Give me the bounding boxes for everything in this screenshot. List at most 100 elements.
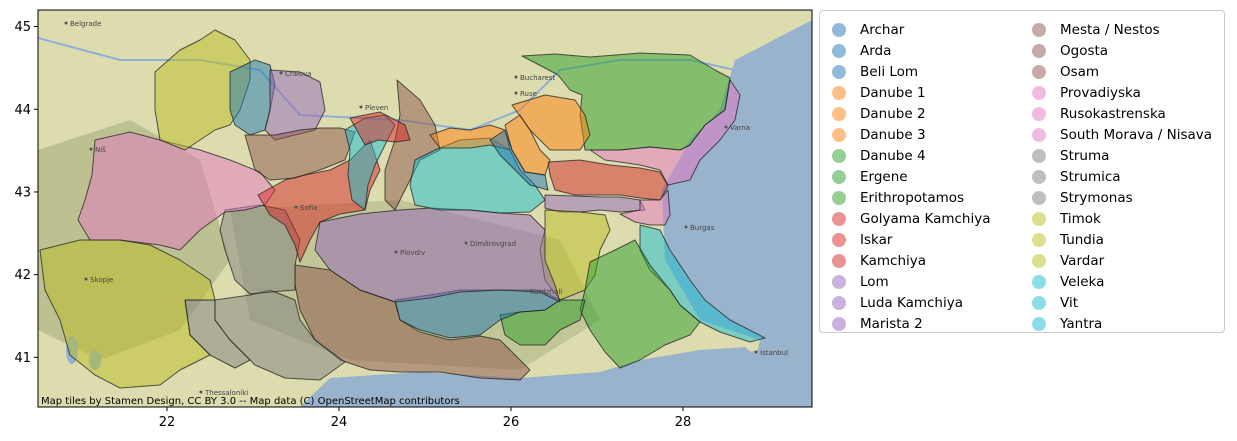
y-tick-label: 42 xyxy=(14,268,31,283)
y-tick-label: 45 xyxy=(14,20,31,35)
legend-marker xyxy=(832,127,846,142)
place-label: Dimitrovgrad xyxy=(470,240,516,248)
legend-marker xyxy=(832,64,846,79)
legend-label: Veleka xyxy=(1060,273,1105,290)
legend-entry: Veleka xyxy=(1032,271,1104,292)
legend-entry: Mesta / Nestos xyxy=(1032,19,1160,40)
place-dot xyxy=(359,105,363,109)
place-label: Thessaloniki xyxy=(204,389,248,397)
legend-entry: Archar xyxy=(832,19,904,40)
legend-label: Struma xyxy=(1060,147,1110,164)
legend-label: Rusokastrenska xyxy=(1060,105,1166,122)
legend-label: Danube 3 xyxy=(860,126,926,143)
place-label: Pleven xyxy=(365,104,388,112)
legend-marker xyxy=(1032,127,1046,142)
legend-marker xyxy=(832,22,846,37)
basin-vardar xyxy=(39,239,216,389)
legend-entry: Strumica xyxy=(1032,166,1121,187)
legend-entry: Struma xyxy=(1032,145,1109,166)
place-label: Sofia xyxy=(300,204,317,212)
legend-marker xyxy=(832,274,846,289)
place-label: Ruse xyxy=(520,90,537,98)
place-dot xyxy=(64,21,68,25)
legend-label: Luda Kamchiya xyxy=(860,294,964,311)
legend-label: Vit xyxy=(1060,294,1078,311)
legend-marker xyxy=(832,253,846,268)
place-labels: Belgrade Bucharest Sofia Istanbul Plovdiv The… xyxy=(64,20,788,397)
legend-entry: Golyama Kamchiya xyxy=(832,208,990,229)
y-tick-label: 41 xyxy=(14,351,31,366)
legend-marker xyxy=(1032,190,1046,205)
basin-kamchiya xyxy=(547,159,669,201)
legend-label: Osam xyxy=(1060,63,1100,80)
legend-label: Ergene xyxy=(860,168,908,185)
x-tick-label: 24 xyxy=(331,415,348,430)
legend-label: Timok xyxy=(1060,210,1101,227)
basin-rusokastrenska xyxy=(619,189,671,226)
legend-marker xyxy=(1032,232,1046,247)
basin-beli-lom xyxy=(489,129,549,191)
legend-label: Strumica xyxy=(1060,168,1121,185)
legend-label: Iskar xyxy=(860,231,893,248)
legend-entry: Timok xyxy=(1032,208,1101,229)
legend-entry: Beli Lom xyxy=(832,61,918,82)
legend-marker xyxy=(832,106,846,121)
attribution-text: Map tiles by Stamen Design, CC BY 3.0 --… xyxy=(41,396,460,407)
place-label: Belgrade xyxy=(70,20,101,28)
y-tick-label: 44 xyxy=(14,103,31,118)
legend-entry: Yantra xyxy=(1032,313,1102,334)
place-dot xyxy=(754,350,758,354)
legend-marker xyxy=(1032,148,1046,163)
legend-marker xyxy=(1032,295,1046,310)
legend-label: Ogosta xyxy=(1060,42,1109,59)
x-tick-label: 22 xyxy=(159,415,176,430)
legend-marker xyxy=(1032,316,1046,331)
legend-entry: Lom xyxy=(832,271,889,292)
legend-marker xyxy=(832,148,846,163)
legend-entry: Kamchiya xyxy=(832,250,926,271)
legend-label: Arda xyxy=(860,42,892,59)
legend-entry: Danube 2 xyxy=(832,103,926,124)
legend-entry: Danube 3 xyxy=(832,124,926,145)
legend-entry: Erithropotamos xyxy=(832,187,964,208)
y-tick-label: 43 xyxy=(14,185,31,200)
basin-danube-2 xyxy=(511,94,591,151)
place-label: Niš xyxy=(95,146,106,154)
legend-entry: Strymonas xyxy=(1032,187,1133,208)
place-dot xyxy=(514,91,518,95)
place-label: Istanbul xyxy=(760,349,788,357)
place-label: Burgas xyxy=(690,224,715,232)
legend-marker xyxy=(832,85,846,100)
sea-of-marmara xyxy=(700,350,790,380)
place-dot xyxy=(684,225,688,229)
legend-entry: Provadiyska xyxy=(1032,82,1141,103)
legend-marker xyxy=(832,43,846,58)
legend-label: Vardar xyxy=(1060,252,1105,269)
legend-entry: Danube 4 xyxy=(832,145,926,166)
legend-entry: Ogosta xyxy=(1032,40,1108,61)
legend-label: Strymonas xyxy=(1060,189,1133,206)
legend-label: Tundia xyxy=(1060,231,1104,248)
legend-marker xyxy=(1032,64,1046,79)
plot-frame xyxy=(37,9,813,408)
place-label: Skopje xyxy=(90,276,113,284)
legend-marker xyxy=(832,211,846,226)
legend-label: Erithropotamos xyxy=(860,189,965,206)
legend-entry: Luda Kamchiya xyxy=(832,292,963,313)
legend-marker xyxy=(832,190,846,205)
legend-entry: Rusokastrenska xyxy=(1032,103,1166,124)
place-dot xyxy=(464,241,468,245)
x-tick-label: 28 xyxy=(675,415,692,430)
place-label: Plovdiv xyxy=(400,249,425,257)
legend-entry: Danube 1 xyxy=(832,82,926,103)
legend-label: Yantra xyxy=(1060,315,1103,332)
legend-marker xyxy=(1032,169,1046,184)
legend-entry: Marista 2 xyxy=(832,313,923,334)
place-dot xyxy=(279,71,283,75)
legend-label: Danube 4 xyxy=(860,147,926,164)
place-dot xyxy=(724,125,728,129)
legend-label: Lom xyxy=(860,273,889,290)
aegean-sea xyxy=(300,347,760,407)
